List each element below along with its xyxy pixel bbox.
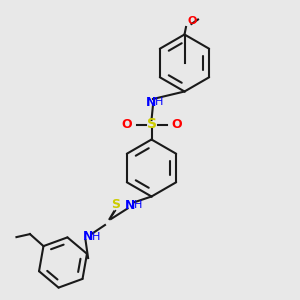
Text: S: S <box>146 118 157 131</box>
Text: H: H <box>155 97 163 107</box>
Text: N: N <box>125 199 136 212</box>
Text: S: S <box>111 197 120 211</box>
Text: H: H <box>92 232 100 242</box>
Text: O: O <box>188 16 197 26</box>
Text: N: N <box>146 95 157 109</box>
Text: H: H <box>134 200 142 211</box>
Text: O: O <box>122 118 132 131</box>
Text: O: O <box>171 118 181 131</box>
Text: N: N <box>83 230 94 244</box>
